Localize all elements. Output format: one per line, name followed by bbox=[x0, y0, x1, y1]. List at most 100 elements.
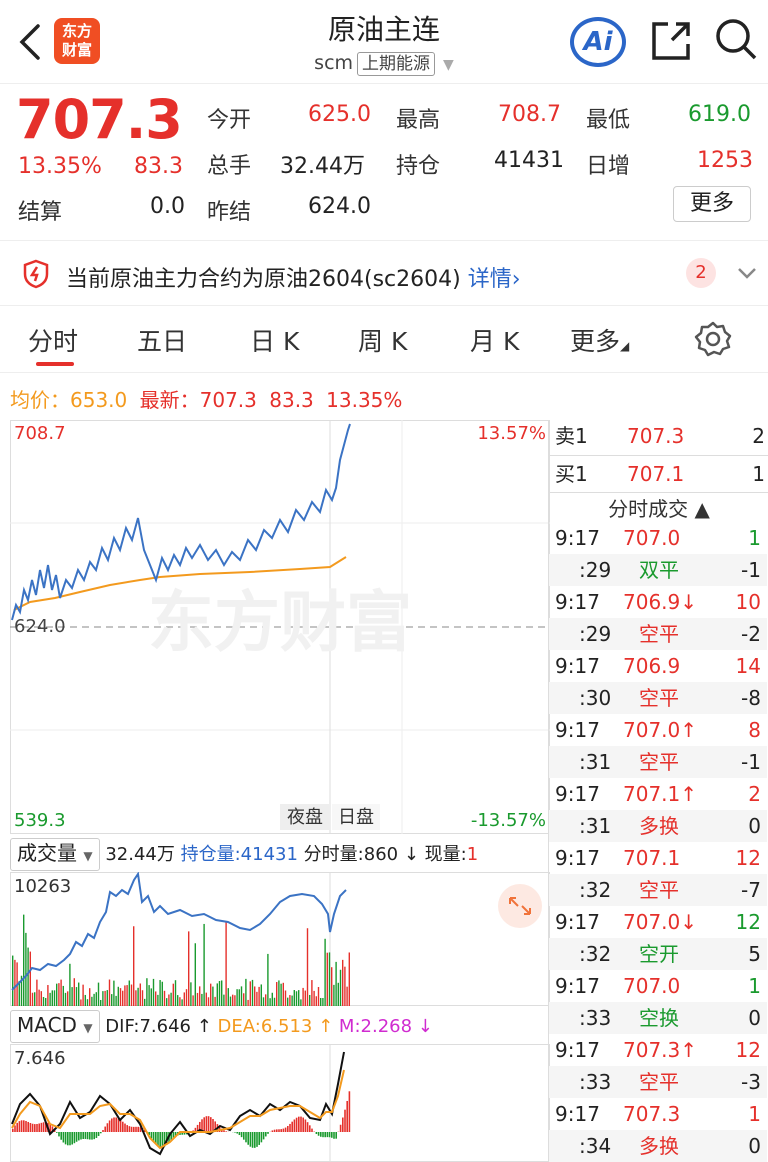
volume-bar bbox=[322, 998, 324, 1006]
macd-bar bbox=[58, 1132, 60, 1137]
trade-time: :30 bbox=[579, 686, 612, 710]
contract-subtitle[interactable]: scm 上期能源 ▼ bbox=[0, 52, 768, 76]
macd-bar bbox=[20, 1120, 23, 1132]
now-vol-value: 1 bbox=[466, 844, 479, 865]
volume-bar bbox=[302, 987, 304, 1006]
macd-bar bbox=[262, 1132, 265, 1140]
macd-bar bbox=[210, 1117, 212, 1132]
macd-bar bbox=[181, 1132, 183, 1135]
app-header: 东方 财富 原油主连 scm 上期能源 ▼ Ai bbox=[0, 0, 768, 84]
trade-row: :34 多换 0 bbox=[549, 1130, 767, 1162]
macd-bar bbox=[254, 1132, 256, 1148]
tab-five-day[interactable]: 五日 bbox=[137, 327, 188, 356]
macd-bar bbox=[14, 1125, 16, 1132]
settings-gear-icon[interactable] bbox=[694, 320, 732, 358]
macd-bar bbox=[16, 1122, 18, 1132]
volume-bar bbox=[284, 990, 287, 1006]
trade-volume: -1 bbox=[741, 558, 761, 582]
volume-bar bbox=[291, 995, 293, 1006]
back-arrow-icon[interactable] bbox=[14, 22, 50, 62]
macd-bar bbox=[199, 1121, 201, 1132]
volume-bar bbox=[86, 999, 89, 1006]
macd-bar bbox=[302, 1117, 304, 1132]
macd-bar bbox=[56, 1132, 58, 1133]
book-divider bbox=[549, 455, 768, 456]
volume-bar bbox=[36, 979, 38, 1006]
volume-bar bbox=[328, 952, 331, 1006]
bid-price: 707.1 bbox=[627, 462, 685, 486]
tab-monthly-k[interactable]: 月 K bbox=[470, 327, 520, 356]
volume-bar bbox=[144, 998, 146, 1006]
summary-change-pct: 13.35% bbox=[326, 388, 403, 412]
trade-price: 多换 bbox=[639, 1134, 679, 1158]
macd-bar bbox=[306, 1122, 309, 1132]
volume-bar bbox=[300, 999, 302, 1006]
macd-bar bbox=[298, 1116, 300, 1132]
ai-assistant-button[interactable]: Ai bbox=[570, 17, 626, 67]
trade-price: 双平 bbox=[639, 558, 679, 582]
macd-chart[interactable]: 7.646 bbox=[10, 1044, 550, 1162]
macd-bar bbox=[309, 1125, 311, 1132]
trade-volume: 12 bbox=[735, 846, 761, 870]
volume-bar bbox=[205, 992, 207, 1006]
macd-bar bbox=[207, 1116, 210, 1132]
low-label: 最低 bbox=[586, 108, 631, 133]
macd-indicator-selector[interactable]: MACD ▼ bbox=[10, 1010, 100, 1043]
share-icon[interactable] bbox=[648, 18, 694, 64]
macd-bar bbox=[38, 1123, 40, 1132]
volume-bar bbox=[62, 985, 64, 1006]
tab-more[interactable]: 更多◢ bbox=[570, 322, 629, 358]
macd-bar bbox=[71, 1132, 73, 1145]
tab-daily-k[interactable]: 日 K bbox=[250, 327, 300, 356]
volume-bar bbox=[102, 991, 104, 1006]
volume-bar bbox=[157, 994, 159, 1006]
expand-button[interactable] bbox=[498, 884, 542, 928]
trade-volume: 1 bbox=[748, 1102, 761, 1126]
volume-bar bbox=[34, 992, 36, 1006]
notice-detail-link[interactable]: 详情› bbox=[467, 267, 521, 292]
tab-more-label: 更多 bbox=[570, 327, 621, 356]
volume-bar bbox=[236, 989, 238, 1006]
more-quote-button[interactable]: 更多 bbox=[673, 186, 751, 222]
volume-bar bbox=[313, 990, 315, 1006]
macd-m: M:2.268 ↓ bbox=[338, 1016, 433, 1037]
search-icon[interactable] bbox=[713, 16, 759, 62]
trade-row: :33 空换 0 bbox=[549, 1002, 767, 1034]
volume-label: 总手 bbox=[207, 154, 252, 179]
volume-bar bbox=[223, 994, 225, 1006]
volume-bar bbox=[245, 978, 247, 1006]
trade-volume: 0 bbox=[748, 814, 761, 838]
volume-chart[interactable]: 10263 bbox=[10, 872, 550, 1006]
volume-indicator-selector[interactable]: 成交量 ▼ bbox=[10, 838, 100, 871]
tab-weekly-k[interactable]: 周 K bbox=[358, 327, 408, 356]
trade-volume: -7 bbox=[741, 878, 761, 902]
trade-price: 707.3 bbox=[623, 1102, 681, 1126]
volume-bar bbox=[47, 985, 49, 1006]
volume-bar bbox=[161, 981, 163, 1006]
macd-bar bbox=[27, 1121, 29, 1132]
volume-bar bbox=[82, 984, 84, 1006]
intraday-price-chart[interactable]: 东方财富 708.7 624.0 539.3 13.57% -13.57% 夜盘… bbox=[10, 420, 550, 834]
daily-inc-label: 日增 bbox=[586, 154, 631, 179]
night-session-label[interactable]: 夜盘 bbox=[287, 807, 323, 828]
tab-intraday[interactable]: 分时 bbox=[28, 327, 79, 356]
volume-bar bbox=[119, 988, 122, 1006]
dea-line bbox=[11, 1069, 345, 1150]
day-session-label[interactable]: 日盘 bbox=[338, 807, 374, 828]
macd-bar bbox=[243, 1132, 245, 1140]
tick-trades-title[interactable]: 分时成交 ▲ bbox=[608, 497, 710, 521]
macd-axis-max: 7.646 bbox=[14, 1048, 66, 1069]
volume-bar bbox=[64, 992, 67, 1006]
trade-row: 9:17 707.0 1 bbox=[549, 970, 767, 1002]
volume-bar bbox=[150, 988, 152, 1006]
trade-time: 9:17 bbox=[555, 846, 600, 870]
macd-bar bbox=[174, 1132, 177, 1137]
trade-price: 空平 bbox=[639, 878, 679, 902]
trade-row: :29 双平 -1 bbox=[549, 554, 767, 586]
macd-bar bbox=[157, 1132, 159, 1147]
chevron-down-icon[interactable] bbox=[736, 265, 758, 281]
macd-bar bbox=[64, 1132, 67, 1145]
macd-bar bbox=[106, 1123, 109, 1132]
contract-notice[interactable]: 当前原油主力合约为原油2604(sc2604) 详情› bbox=[0, 240, 768, 306]
macd-bar bbox=[108, 1120, 111, 1132]
